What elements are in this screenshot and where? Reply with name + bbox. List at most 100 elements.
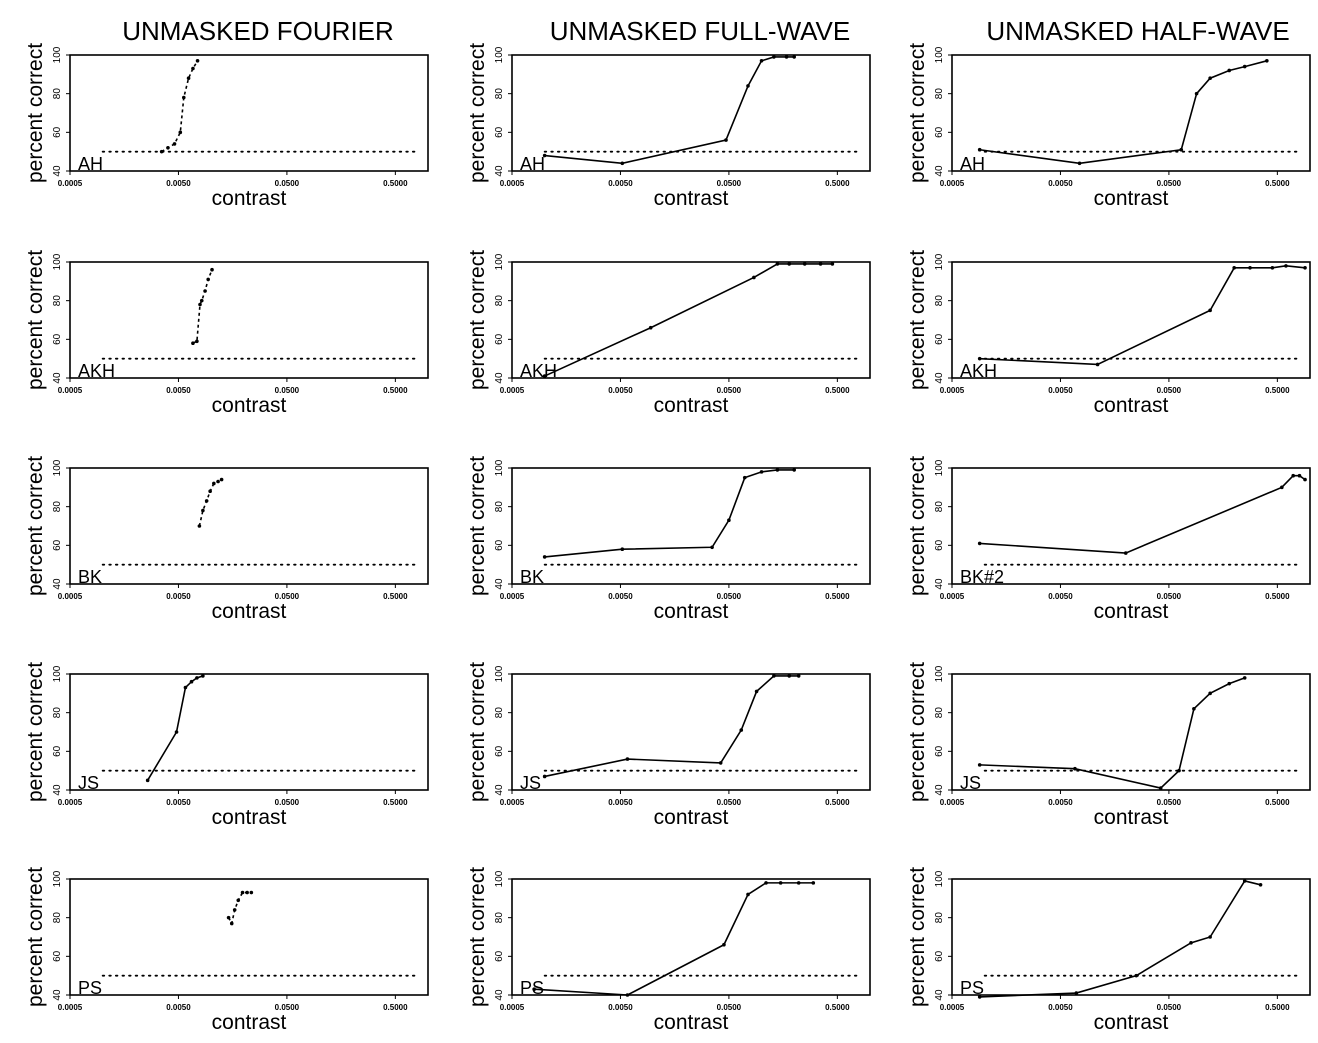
data-point	[1258, 883, 1263, 887]
data-point	[977, 147, 982, 152]
column-title-half-wave: UNMASKED HALF-WAVE	[986, 16, 1289, 46]
data-point	[620, 161, 625, 166]
plot-frame	[69, 673, 429, 791]
data-point	[195, 339, 199, 344]
x-tick-label: 0.0500	[275, 386, 300, 395]
x-tick-label: 0.0005	[940, 798, 965, 807]
x-tick-label: 0.0005	[500, 592, 525, 601]
x-tick-label: 0.0005	[58, 1003, 83, 1012]
x-tick-label: 0.0500	[1157, 386, 1182, 395]
data-point	[1297, 473, 1302, 478]
data-point	[1232, 266, 1236, 270]
column-title-fourier: UNMASKED FOURIER	[122, 16, 394, 46]
x-tick-label: 0.0005	[940, 1003, 965, 1012]
x-tick-label: 0.0500	[1157, 592, 1182, 601]
data-point	[775, 468, 780, 472]
plot-frame	[951, 54, 1311, 172]
data-point	[787, 262, 792, 266]
y-tick-label: 100	[494, 665, 505, 682]
x-tick-label: 0.0500	[717, 798, 742, 807]
data-point	[718, 761, 723, 765]
data-point	[1134, 973, 1139, 978]
x-tick-label: 0.0050	[608, 1003, 633, 1012]
x-tick-label: 0.0050	[166, 1003, 191, 1012]
data-point	[532, 987, 536, 991]
x-tick-label: 0.0050	[1048, 798, 1073, 807]
y-tick-label: 80	[52, 707, 63, 719]
plot-frame	[69, 54, 429, 172]
x-tick-label: 0.0050	[166, 592, 191, 601]
data-point	[236, 898, 241, 903]
data-point	[792, 468, 796, 472]
data-point	[186, 76, 191, 80]
x-tick-label: 0.0005	[58, 179, 83, 188]
data-point	[620, 547, 625, 551]
panel-ps-fourier: 40 60 80 100 0.0005 0.0050 0.0500 0.5000 contras…	[24, 867, 429, 1034]
data-point	[724, 138, 728, 142]
subject-label: BK	[78, 567, 102, 587]
y-tick-label: 80	[934, 912, 945, 924]
y-tick-label: 40	[934, 372, 945, 384]
x-tick-label: 0.0500	[1157, 1003, 1182, 1012]
data-point	[977, 995, 982, 999]
subject-label: AH	[520, 154, 545, 174]
x-axis-label: contrast	[1094, 1011, 1169, 1034]
data-point	[212, 481, 216, 486]
y-tick-label: 80	[494, 501, 505, 513]
x-axis-label: contrast	[654, 806, 729, 829]
y-axis-label: percent correct	[24, 250, 47, 390]
data-point	[1303, 266, 1307, 270]
x-axis-label: contrast	[212, 600, 287, 623]
y-tick-label: 100	[52, 253, 63, 270]
x-tick-label: 0.5000	[825, 386, 850, 395]
data-line	[979, 677, 1245, 789]
x-axis-label: contrast	[212, 394, 287, 417]
x-tick-label: 0.0050	[608, 592, 633, 601]
x-tick-label: 0.5000	[383, 592, 408, 601]
x-tick-label: 0.5000	[1265, 1003, 1290, 1012]
x-tick-label: 0.5000	[383, 179, 408, 188]
data-point	[1227, 681, 1232, 686]
y-tick-label: 40	[494, 578, 505, 590]
y-tick-label: 80	[494, 88, 505, 100]
y-tick-label: 60	[494, 539, 505, 551]
data-point	[1208, 308, 1212, 313]
data-point	[754, 689, 759, 694]
subject-label: BK	[520, 567, 544, 587]
data-point	[542, 774, 547, 779]
panel-akh-fourier: 40 60 80 100 0.0005 0.0050 0.0500 0.5000 contras…	[24, 250, 429, 417]
data-point	[203, 289, 207, 293]
plot-frame	[511, 878, 871, 996]
x-tick-label: 0.0500	[275, 179, 300, 188]
data-point	[746, 84, 750, 88]
data-point	[191, 66, 195, 71]
panel-bk-full-wave: 40 60 80 100 0.0005 0.0050 0.0500 0.5000 contras…	[466, 456, 871, 623]
x-tick-label: 0.0500	[717, 1003, 742, 1012]
data-line	[979, 60, 1268, 165]
y-tick-label: 60	[52, 126, 63, 138]
data-point	[210, 267, 214, 272]
data-point	[1248, 266, 1252, 270]
y-tick-label: 100	[494, 253, 505, 270]
x-tick-label: 0.0050	[166, 798, 191, 807]
data-point	[201, 674, 205, 678]
y-tick-label: 80	[52, 501, 63, 513]
y-tick-label: 100	[934, 46, 945, 63]
y-tick-label: 40	[52, 989, 63, 1001]
data-point	[189, 679, 194, 684]
x-tick-label: 0.0500	[1157, 798, 1182, 807]
data-point	[1291, 473, 1296, 478]
data-point	[201, 508, 205, 513]
data-point	[772, 674, 776, 678]
data-line	[146, 675, 204, 781]
y-tick-label: 60	[52, 950, 63, 962]
y-tick-label: 40	[52, 372, 63, 384]
subject-label: AKH	[78, 361, 115, 381]
y-tick-label: 40	[934, 989, 945, 1001]
subject-label: PS	[960, 978, 984, 998]
y-axis-label: percent correct	[24, 456, 47, 596]
data-line	[227, 891, 252, 926]
x-axis-label: contrast	[1094, 600, 1169, 623]
y-tick-label: 100	[934, 870, 945, 887]
data-point	[145, 778, 150, 783]
